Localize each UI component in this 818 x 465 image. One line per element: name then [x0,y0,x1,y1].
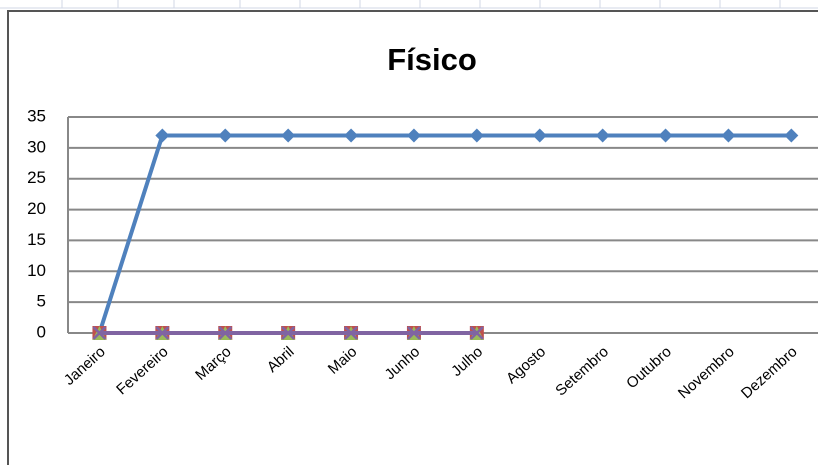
marker [281,326,296,340]
marker [469,326,484,340]
marker [784,128,799,143]
marker [532,128,547,143]
marker [218,326,233,340]
y-tick-label: 35 [27,106,46,125]
marker [406,128,421,143]
chart-title: Físico [387,42,477,77]
sheet-grid [0,0,818,9]
marker [658,128,673,143]
chart-area [7,10,818,465]
y-tick-label: 5 [37,292,46,311]
marker [155,326,170,340]
y-tick-label: 20 [27,199,46,218]
marker [344,128,359,143]
marker [218,128,233,143]
marker [344,326,358,340]
marker [155,128,170,143]
marker [721,128,736,143]
marker [595,128,610,143]
marker [469,128,484,143]
y-tick-label: 10 [27,261,46,280]
y-tick-label: 15 [27,230,46,249]
marker [281,128,296,143]
series-line [97,133,792,334]
y-tick-label: 30 [27,137,46,156]
y-tick-label: 25 [27,168,46,187]
marker [407,326,421,340]
y-tick-label: 0 [37,322,46,341]
marker [92,326,107,340]
